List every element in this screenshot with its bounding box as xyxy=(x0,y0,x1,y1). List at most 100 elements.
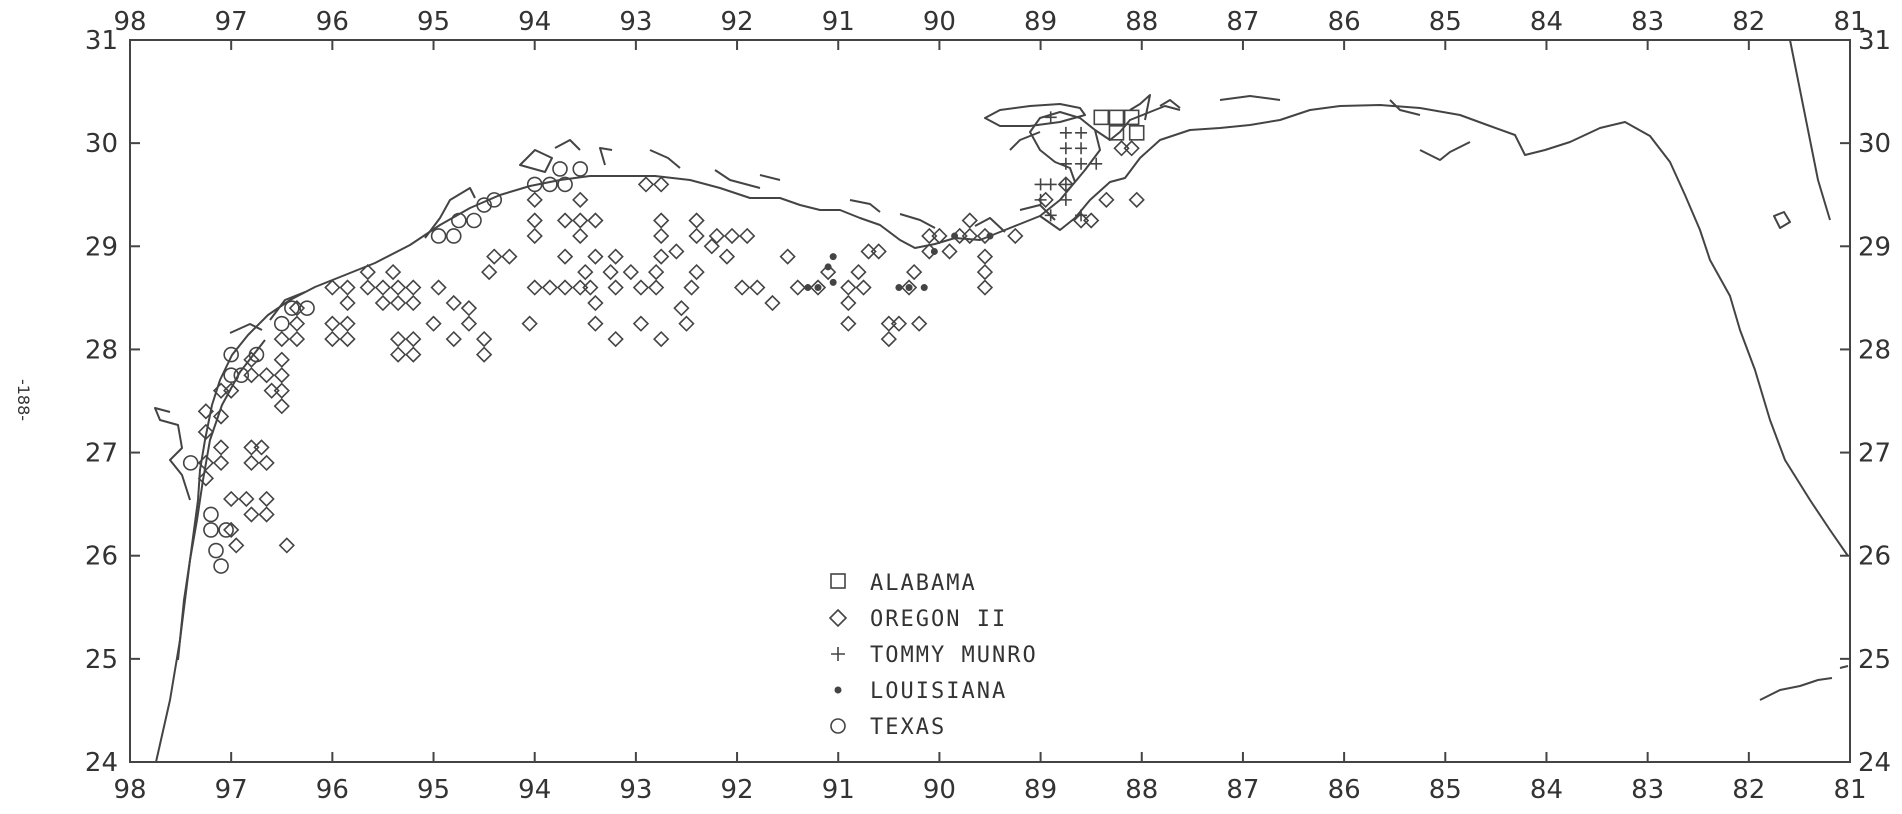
lon-tick-label-bottom: 95 xyxy=(417,775,450,805)
lon-tick-label-bottom: 90 xyxy=(923,775,956,805)
oregon-ii-station-marker xyxy=(197,454,215,472)
lon-tick-label-top: 81 xyxy=(1833,7,1866,37)
lake-pontchartrain xyxy=(984,103,1086,127)
oregon-ii-station-marker xyxy=(976,263,994,281)
legend-label-tommy-munro: TOMMY MUNRO xyxy=(870,643,1038,668)
mobile-bay xyxy=(1129,94,1181,121)
texas-barrier-island xyxy=(177,339,266,661)
lon-tick-label-bottom: 81 xyxy=(1833,775,1866,805)
oregon-ii-station-marker xyxy=(197,423,215,441)
lon-tick-label-bottom: 94 xyxy=(518,775,551,805)
texas-station-marker xyxy=(223,346,239,363)
lon-tick-label-top: 92 xyxy=(721,7,754,37)
legend-diamond-icon xyxy=(828,608,848,628)
tommy-munro-station-marker xyxy=(1059,142,1072,155)
oregon-ii-station-marker xyxy=(359,279,376,296)
oregon-ii-station-marker xyxy=(445,294,462,312)
texas-station-marker xyxy=(526,176,543,193)
lat-tick-label-right: 26 xyxy=(1858,542,1891,572)
oregon-ii-station-marker xyxy=(673,300,690,317)
oregon-ii-station-marker xyxy=(324,330,341,348)
oregon-ii-station-marker xyxy=(475,346,493,363)
lat-tick-label-right: 24 xyxy=(1858,748,1891,778)
oregon-ii-station-marker xyxy=(587,294,604,312)
lat-tick-label-left: 25 xyxy=(85,645,118,675)
oregon-ii-station-marker xyxy=(324,315,341,332)
oregon-ii-station-marker xyxy=(572,191,589,209)
oregon-ii-station-marker xyxy=(632,315,650,332)
texas-station-marker xyxy=(451,212,467,229)
oregon-ii-station-marker xyxy=(258,367,275,384)
oregon-ii-station-marker xyxy=(607,330,624,348)
tommy-munro-station-marker xyxy=(1044,209,1057,222)
oregon-ii-station-marker xyxy=(622,263,639,281)
texas-station-marker xyxy=(284,300,300,316)
oregon-ii-station-marker xyxy=(273,398,290,415)
legend-label-alabama: ALABAMA xyxy=(870,571,977,596)
oregon-ii-station-marker xyxy=(653,330,670,348)
oregon-ii-station-marker xyxy=(526,227,543,245)
oregon-ii-station-marker xyxy=(405,346,422,363)
oregon-ii-station-marker xyxy=(243,439,260,456)
lon-tick-label-top: 97 xyxy=(215,7,248,37)
tommy-munro-station-marker xyxy=(1059,178,1072,191)
texas-station-marker xyxy=(557,176,573,193)
oregon-ii-station-marker xyxy=(243,454,260,472)
oregon-ii-station-marker xyxy=(228,537,245,554)
oregon-ii-station-marker xyxy=(405,294,422,312)
oregon-ii-station-marker xyxy=(288,315,306,332)
oregon-ii-station-marker xyxy=(572,279,589,296)
oregon-ii-station-marker xyxy=(647,263,665,281)
texas-station-marker xyxy=(182,455,199,471)
oregon-ii-station-marker xyxy=(460,315,478,332)
lat-tick-label-left: 24 xyxy=(85,748,118,778)
lon-tick-label-bottom: 82 xyxy=(1732,775,1765,805)
oregon-ii-station-marker xyxy=(976,248,994,265)
lon-tick-label-bottom: 91 xyxy=(822,775,855,805)
oregon-ii-station-marker xyxy=(653,248,670,265)
louisiana-station-marker xyxy=(895,284,903,292)
oregon-ii-station-marker xyxy=(243,506,260,523)
oregon-ii-station-marker xyxy=(855,279,872,296)
tommy-munro-station-marker xyxy=(1059,193,1072,206)
lon-tick-label-top: 93 xyxy=(619,7,652,37)
oregon-ii-station-marker xyxy=(288,330,306,348)
lon-tick-label-top: 96 xyxy=(316,7,349,37)
lon-tick-label-top: 94 xyxy=(518,7,551,37)
tommy-munro-station-marker xyxy=(1059,126,1072,139)
oregon-ii-station-marker xyxy=(582,279,599,296)
texas-station-marker xyxy=(572,161,589,177)
map-frame xyxy=(129,39,1851,763)
oregon-ii-station-marker xyxy=(941,243,958,260)
legend-label-louisiana: LOUISIANA xyxy=(870,679,1007,704)
oregon-ii-station-marker xyxy=(653,212,670,229)
oregon-ii-station-marker xyxy=(587,212,604,229)
oregon-ii-station-marker xyxy=(1083,212,1100,229)
oregon-ii-station-marker xyxy=(243,351,260,368)
legend-item-tommy-munro: TOMMY MUNRO xyxy=(831,643,1038,668)
oregon-ii-station-marker xyxy=(273,351,290,368)
oregon-ii-station-marker xyxy=(253,439,270,456)
lat-tick-label-left: 28 xyxy=(85,335,118,365)
oregon-ii-station-marker xyxy=(389,294,407,312)
texas-station-marker xyxy=(299,300,315,316)
lon-tick-label-bottom: 87 xyxy=(1226,775,1259,805)
oregon-ii-station-marker xyxy=(749,279,766,296)
oregon-ii-station-marker xyxy=(683,279,700,296)
oregon-ii-station-marker xyxy=(688,263,705,281)
oregon-ii-station-marker xyxy=(809,279,827,296)
lon-tick-label-top: 98 xyxy=(113,7,146,37)
louisiana-station-marker xyxy=(930,247,938,255)
texas-bays xyxy=(154,187,476,501)
louisiana-station-marker xyxy=(951,232,959,240)
oregon-ii-station-marker xyxy=(880,330,897,348)
oregon-ii-station-marker xyxy=(556,248,574,265)
oregon-ii-station-marker xyxy=(668,243,685,260)
lat-tick-label-left: 26 xyxy=(85,542,118,572)
oregon-ii-station-marker xyxy=(273,330,290,348)
oregon-ii-station-marker xyxy=(688,212,705,229)
legend-circle-icon xyxy=(830,718,846,734)
oregon-ii-station-marker xyxy=(976,279,994,296)
tommy-munro-station-marker xyxy=(1044,178,1057,191)
oregon-ii-station-marker xyxy=(577,263,594,281)
